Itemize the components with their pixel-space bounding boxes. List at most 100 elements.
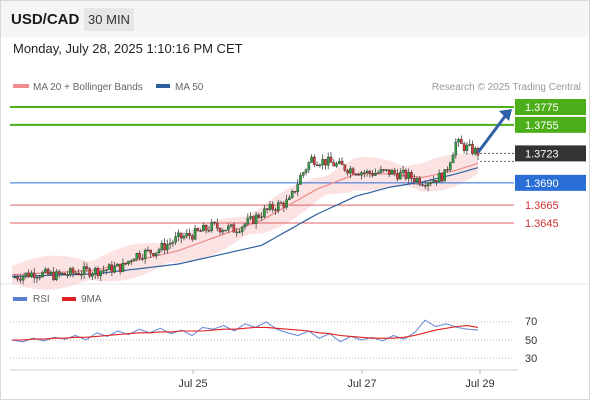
candle-body (371, 173, 374, 176)
x-tick-jul27: Jul 27 (347, 378, 376, 390)
candle-body (138, 253, 141, 259)
candle-body (318, 164, 322, 167)
candle-body (196, 228, 200, 231)
candle-body (116, 263, 119, 267)
candle-body (127, 260, 130, 265)
candle-body (35, 277, 39, 279)
candle-body (354, 173, 358, 176)
candle-body (91, 273, 94, 277)
timeframe-button[interactable]: 30 MIN (84, 8, 134, 31)
candle-body (224, 229, 227, 232)
candle-body (74, 272, 78, 275)
candle-body (423, 185, 427, 187)
candle-body (182, 235, 186, 239)
candle-body (285, 199, 288, 208)
timestamp: Monday, July 28, 2025 1:10:16 PM CET (13, 41, 243, 56)
candle-body (96, 267, 100, 276)
candle-body (304, 169, 308, 173)
candle-body (376, 172, 380, 174)
candle-body (374, 172, 377, 176)
rsi-tick-70: 70 (525, 316, 537, 328)
candle-body (102, 270, 105, 272)
rsi-9ma-line (12, 325, 479, 341)
target-arrow-shaft (476, 114, 508, 154)
resistance-badge (515, 116, 586, 133)
candle-body (171, 241, 175, 244)
rsi-layer (10, 319, 514, 359)
candle-body (418, 178, 422, 185)
candle-body (199, 230, 202, 232)
candle-body (27, 272, 30, 278)
candle-body (168, 243, 172, 245)
candle-body (360, 172, 363, 176)
candle-body (221, 230, 225, 233)
candle-body (32, 272, 36, 278)
candle-body (113, 266, 116, 273)
candle-body (473, 148, 477, 154)
candle-body (462, 143, 466, 151)
x-tick-jul25: Jul 25 (178, 378, 207, 390)
candle-body (63, 272, 67, 276)
candle-body (321, 159, 324, 166)
candle-body (349, 168, 352, 174)
candle-body (16, 276, 19, 280)
candle-body (185, 233, 189, 237)
candle-body (160, 242, 164, 250)
candle-body (426, 182, 430, 187)
ma50-legend-swatch (156, 84, 170, 88)
candle-body (105, 269, 108, 271)
candle-body (443, 169, 447, 182)
candle-body (60, 272, 64, 275)
candle-body (166, 244, 169, 251)
candle-body (448, 162, 452, 170)
candle-body (399, 172, 402, 180)
symbol-title: USD/CAD (11, 11, 80, 28)
candle-body (432, 180, 435, 183)
legend-ma50-label: MA 50 (175, 82, 204, 93)
rsi-tick-30: 30 (525, 353, 537, 365)
candle-body (52, 271, 55, 281)
candle-body (246, 218, 250, 225)
candle-body (188, 233, 191, 236)
rsi-line (11, 319, 479, 343)
candle-body (382, 169, 385, 171)
candle-body (301, 172, 305, 176)
candle-body (124, 262, 128, 265)
candle-body (254, 214, 258, 224)
candle-body (396, 173, 399, 180)
candle-body (143, 250, 147, 259)
candle-body (135, 253, 139, 260)
candle-body (332, 162, 336, 167)
candle-body (107, 264, 111, 270)
candle-body (202, 225, 205, 232)
rsi-legend-swatch (13, 297, 27, 301)
level-lines-layer (10, 106, 514, 224)
candle-body (46, 268, 50, 275)
legend-9ma-label: 9MA (81, 294, 102, 305)
candle-body (174, 236, 177, 243)
candle-body (454, 141, 458, 156)
candle-body (24, 272, 28, 277)
candle-body (435, 180, 438, 183)
candle-body (240, 226, 244, 232)
candle-body (437, 172, 441, 183)
candle-body (390, 170, 394, 175)
credit-text: Research © 2025 Trading Central (432, 82, 581, 93)
candle-body (385, 169, 388, 171)
candle-body (232, 224, 236, 233)
candle-body (407, 172, 410, 179)
candle-body (121, 262, 125, 272)
candle-body (313, 156, 316, 165)
candle-body (252, 216, 255, 224)
candle-body (163, 242, 166, 251)
candle-body (335, 163, 338, 167)
candle-body (282, 202, 286, 208)
pivot-badge (515, 174, 586, 191)
candle-body (110, 264, 114, 273)
candle-body (243, 223, 247, 228)
candle-body (80, 274, 83, 276)
candle-body (218, 227, 222, 233)
candlestick-layer (13, 109, 512, 285)
candle-body (296, 184, 300, 193)
